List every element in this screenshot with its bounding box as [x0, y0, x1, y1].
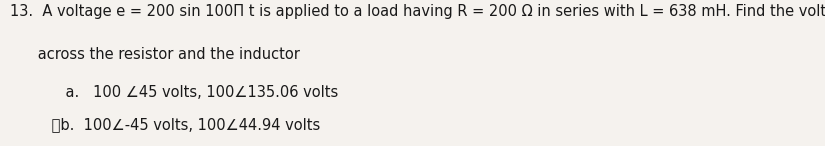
- Text: a.   100 ∠45 volts, 100∠135.06 volts: a. 100 ∠45 volts, 100∠135.06 volts: [10, 85, 338, 100]
- Text: across the resistor and the inductor: across the resistor and the inductor: [10, 47, 299, 62]
- Text: ⧸b.  100∠-45 volts, 100∠44.94 volts: ⧸b. 100∠-45 volts, 100∠44.94 volts: [10, 117, 320, 132]
- Text: 13.  A voltage e = 200 sin 100Π t is applied to a load having R = 200 Ω in serie: 13. A voltage e = 200 sin 100Π t is appl…: [10, 4, 825, 19]
